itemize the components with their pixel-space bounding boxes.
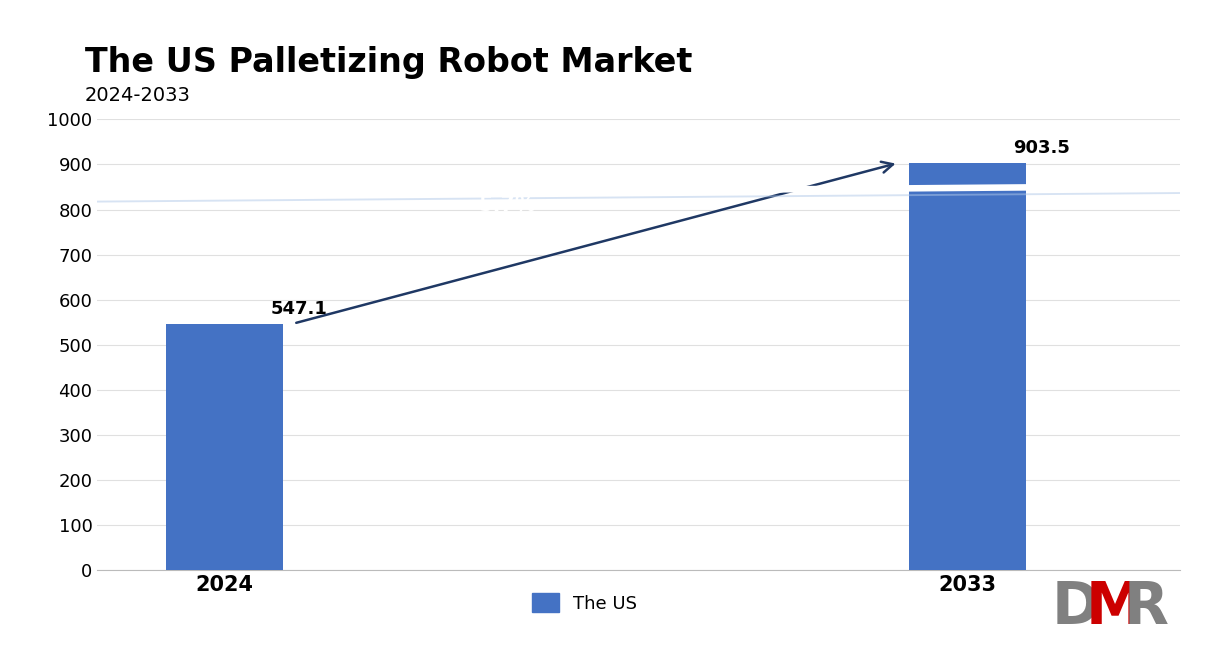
Ellipse shape — [0, 146, 1216, 237]
Bar — [910, 163, 1025, 570]
Text: D: D — [1052, 579, 1100, 636]
Text: CAGR: CAGR — [474, 169, 539, 189]
Text: 2024-2033: 2024-2033 — [85, 86, 191, 105]
Text: 903.5: 903.5 — [1013, 139, 1070, 157]
Ellipse shape — [0, 156, 1216, 241]
Text: M: M — [1086, 579, 1144, 636]
Text: 5.7%: 5.7% — [478, 195, 536, 215]
Text: The US Palletizing Robot Market: The US Palletizing Robot Market — [85, 46, 692, 80]
Text: 547.1: 547.1 — [270, 300, 327, 318]
Text: R: R — [1124, 579, 1169, 636]
Ellipse shape — [0, 153, 1216, 229]
Legend: The US: The US — [524, 586, 644, 620]
Bar — [167, 324, 283, 570]
